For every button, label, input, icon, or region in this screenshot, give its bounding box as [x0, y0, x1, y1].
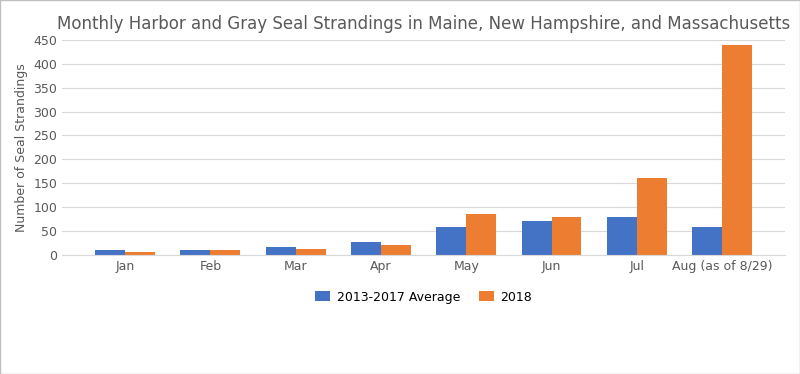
Bar: [607, 217, 637, 255]
Legend: 2013-2017 Average, 2018: 2013-2017 Average, 2018: [310, 285, 537, 309]
Bar: [637, 178, 667, 255]
Title: Monthly Harbor and Gray Seal Strandings in Maine, New Hampshire, and Massachuset: Monthly Harbor and Gray Seal Strandings …: [57, 15, 790, 33]
Bar: [95, 250, 125, 255]
Bar: [181, 250, 210, 255]
Bar: [722, 45, 752, 255]
Bar: [466, 214, 496, 255]
Bar: [552, 217, 582, 255]
Bar: [210, 250, 240, 255]
Bar: [266, 246, 296, 255]
Bar: [296, 249, 326, 255]
Bar: [381, 245, 411, 255]
Bar: [437, 227, 466, 255]
Y-axis label: Number of Seal Strandings: Number of Seal Strandings: [15, 63, 28, 232]
Bar: [125, 252, 155, 255]
Bar: [693, 227, 722, 255]
Bar: [351, 242, 381, 255]
Bar: [522, 221, 552, 255]
